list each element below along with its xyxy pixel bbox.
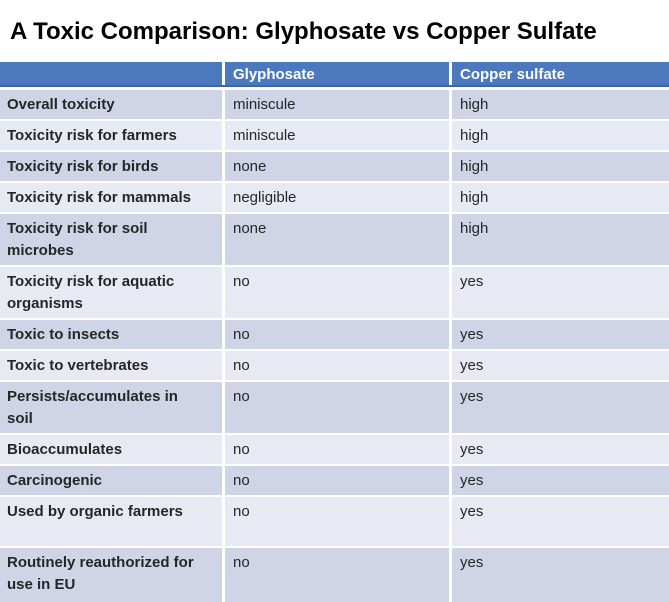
- table-row: Toxic to insects no yes: [0, 320, 669, 351]
- row-label: Persists/accumulates in soil: [7, 388, 178, 427]
- column-header-glyphosate: Glyphosate: [222, 62, 449, 85]
- table-row: Toxicity risk for mammals negligible high: [0, 183, 669, 214]
- copper-sulfate-cell: high: [449, 214, 669, 265]
- row-label: Bioaccumulates: [7, 441, 123, 458]
- table-row: Overall toxicity miniscule high: [0, 90, 669, 121]
- copper-sulfate-cell: high: [449, 90, 669, 119]
- row-label: Toxicity risk for birds: [7, 158, 159, 175]
- copper-sulfate-cell: yes: [449, 497, 669, 546]
- row-label: Toxicity risk for aquatic organisms: [7, 273, 175, 312]
- row-label: Toxic to vertebrates: [7, 357, 149, 374]
- row-label: Toxicity risk for farmers: [7, 127, 177, 144]
- table-row: Toxicity risk for soil microbes none high: [0, 214, 669, 267]
- glyphosate-cell: no: [222, 435, 449, 464]
- glyphosate-cell: miniscule: [222, 90, 449, 119]
- copper-sulfate-cell: yes: [449, 466, 669, 495]
- glyphosate-cell: no: [222, 382, 449, 433]
- glyphosate-cell: no: [222, 548, 449, 602]
- table-row: Carcinogenic no yes: [0, 466, 669, 497]
- glyphosate-cell: no: [222, 466, 449, 495]
- glyphosate-cell: no: [222, 351, 449, 380]
- row-label: Toxicity risk for soil microbes: [7, 220, 148, 259]
- table-row: Toxicity risk for farmers miniscule high: [0, 121, 669, 152]
- row-label: Toxicity risk for mammals: [7, 189, 191, 206]
- copper-sulfate-cell: yes: [449, 267, 669, 318]
- copper-sulfate-cell: yes: [449, 548, 669, 602]
- copper-sulfate-cell: yes: [449, 351, 669, 380]
- page-title: A Toxic Comparison: Glyphosate vs Copper…: [10, 18, 597, 45]
- row-label: Overall toxicity: [7, 96, 115, 113]
- glyphosate-cell: none: [222, 152, 449, 181]
- comparison-table: Glyphosate Copper sulfate Overall toxici…: [0, 62, 669, 602]
- column-header-copper-sulfate: Copper sulfate: [449, 62, 669, 85]
- row-label: Toxic to insects: [7, 326, 120, 343]
- glyphosate-cell: no: [222, 320, 449, 349]
- table-row: Toxic to vertebrates no yes: [0, 351, 669, 382]
- table-body: Overall toxicity miniscule high Toxicity ri…: [0, 90, 669, 602]
- row-label: Used by organic farmers: [7, 503, 183, 520]
- glyphosate-cell: negligible: [222, 183, 449, 212]
- table-row: Routinely reauthorized for use in EU no ye…: [0, 548, 669, 602]
- copper-sulfate-cell: high: [449, 152, 669, 181]
- glyphosate-cell: no: [222, 267, 449, 318]
- copper-sulfate-cell: yes: [449, 382, 669, 433]
- table-row: Used by organic farmers no yes: [0, 497, 669, 548]
- table-row: Bioaccumulates no yes: [0, 435, 669, 466]
- row-label: Routinely reauthorized for use in EU: [7, 554, 194, 593]
- table-header-row: Glyphosate Copper sulfate: [0, 62, 669, 87]
- table-row: Toxicity risk for aquatic organisms no yes: [0, 267, 669, 320]
- table-row: Toxicity risk for birds none high: [0, 152, 669, 183]
- corner-cell: [0, 62, 222, 85]
- glyphosate-cell: none: [222, 214, 449, 265]
- copper-sulfate-cell: yes: [449, 435, 669, 464]
- glyphosate-cell: miniscule: [222, 121, 449, 150]
- copper-sulfate-cell: high: [449, 121, 669, 150]
- row-label: Carcinogenic: [7, 472, 103, 489]
- glyphosate-cell: no: [222, 497, 449, 546]
- copper-sulfate-cell: high: [449, 183, 669, 212]
- table-row: Persists/accumulates in soil no yes: [0, 382, 669, 435]
- copper-sulfate-cell: yes: [449, 320, 669, 349]
